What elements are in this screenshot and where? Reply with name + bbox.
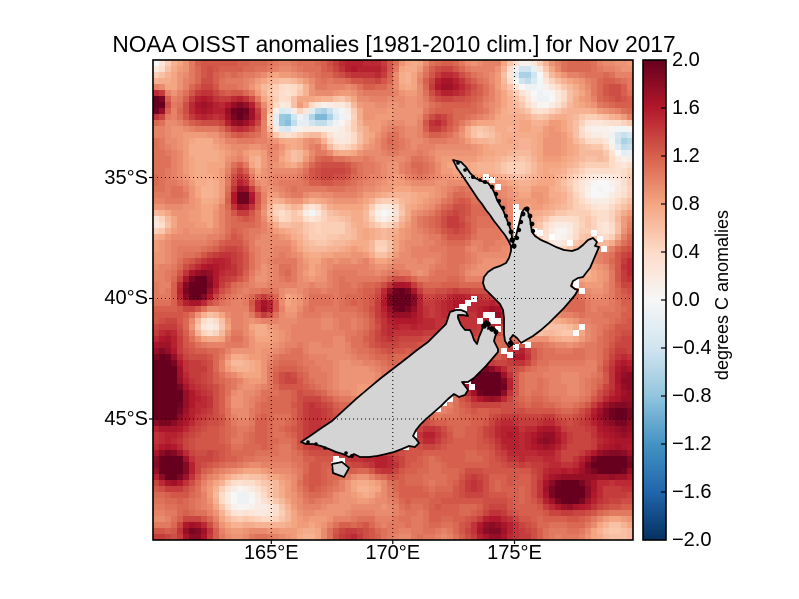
svg-text:35°S: 35°S (104, 167, 148, 189)
svg-text:−0.4: −0.4 (672, 337, 711, 359)
svg-text:2.0: 2.0 (672, 49, 700, 71)
svg-text:40°S: 40°S (104, 287, 148, 309)
svg-text:1.2: 1.2 (672, 145, 700, 167)
svg-text:175°E: 175°E (487, 542, 542, 564)
svg-text:−1.2: −1.2 (672, 433, 711, 455)
svg-text:1.6: 1.6 (672, 97, 700, 119)
svg-text:−1.6: −1.6 (672, 481, 711, 503)
svg-text:−0.8: −0.8 (672, 385, 711, 407)
svg-text:45°S: 45°S (104, 408, 148, 430)
svg-text:165°E: 165°E (244, 542, 299, 564)
svg-text:degrees C anomalies: degrees C anomalies (712, 210, 732, 380)
svg-text:−2.0: −2.0 (672, 529, 711, 551)
svg-text:0.0: 0.0 (672, 289, 700, 311)
svg-text:NOAA OISST anomalies [1981-201: NOAA OISST anomalies [1981-2010 clim.] f… (112, 31, 675, 57)
svg-text:0.4: 0.4 (672, 241, 700, 263)
svg-text:170°E: 170°E (365, 542, 420, 564)
svg-text:0.8: 0.8 (672, 193, 700, 215)
